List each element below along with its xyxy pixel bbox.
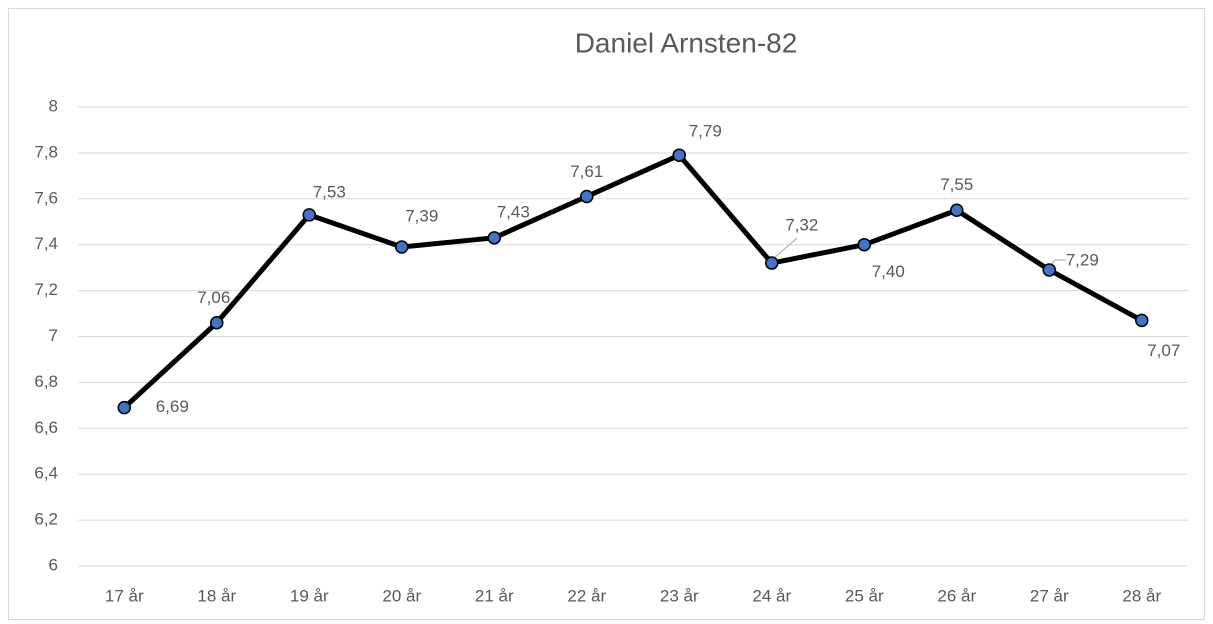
y-tick-label: 6,4 — [34, 464, 58, 483]
x-tick-label: 23 år — [660, 586, 699, 605]
data-label: 7,32 — [785, 216, 818, 235]
y-tick-label: 6,2 — [34, 510, 58, 529]
x-tick-label: 25 år — [845, 586, 884, 605]
marker — [1135, 313, 1149, 328]
x-tick-label: 20 år — [382, 586, 421, 605]
y-tick-label: 6,8 — [34, 372, 58, 391]
y-tick-label: 7 — [49, 326, 58, 345]
y-tick-label: 7,8 — [34, 142, 58, 161]
x-tick-label: 17 år — [105, 586, 144, 605]
x-tick-label: 26 år — [937, 586, 976, 605]
chart-title: Daniel Arnsten-82 — [575, 27, 798, 58]
y-tick-label: 6,6 — [34, 418, 58, 437]
y-tick-label: 7,6 — [34, 188, 58, 207]
y-tick-label: 7,4 — [34, 234, 58, 253]
data-label: 7,06 — [197, 288, 230, 307]
marker — [857, 237, 871, 252]
leader-line — [772, 237, 798, 260]
marker — [765, 256, 779, 270]
x-tick-label: 27 år — [1030, 586, 1069, 605]
line — [122, 152, 1143, 410]
x-tick-label: 19 år — [290, 586, 329, 605]
marker — [672, 148, 686, 162]
marker — [395, 240, 409, 254]
y-tick-label: 8 — [49, 96, 58, 115]
x-tick-label: 21 år — [475, 586, 514, 605]
data-label: 7,61 — [570, 162, 603, 181]
chart-frame — [8, 8, 1205, 620]
data-label: 7,39 — [405, 206, 438, 225]
x-tick-label: 24 år — [752, 586, 791, 605]
data-label: 7,40 — [872, 262, 905, 281]
data-label: 7,79 — [689, 122, 722, 141]
data-label: 6,69 — [156, 397, 189, 416]
x-tick-label: 18 år — [197, 586, 236, 605]
marker — [302, 208, 316, 222]
x-tick-label: 22 år — [567, 586, 606, 605]
marker — [117, 400, 131, 415]
marker — [210, 315, 224, 330]
x-tick-label: 28 år — [1122, 586, 1161, 605]
y-tick-label: 6 — [49, 555, 58, 574]
marker — [487, 231, 501, 245]
marker — [950, 203, 964, 218]
data-label: 7,07 — [1147, 341, 1180, 360]
y-tick-label: 7,2 — [34, 280, 58, 299]
data-label: 7,43 — [497, 202, 530, 221]
marker — [580, 189, 594, 204]
data-label: 7,55 — [940, 175, 973, 194]
data-label: 7,53 — [313, 182, 346, 201]
data-label: 7,29 — [1066, 250, 1099, 269]
marker — [1042, 263, 1056, 277]
